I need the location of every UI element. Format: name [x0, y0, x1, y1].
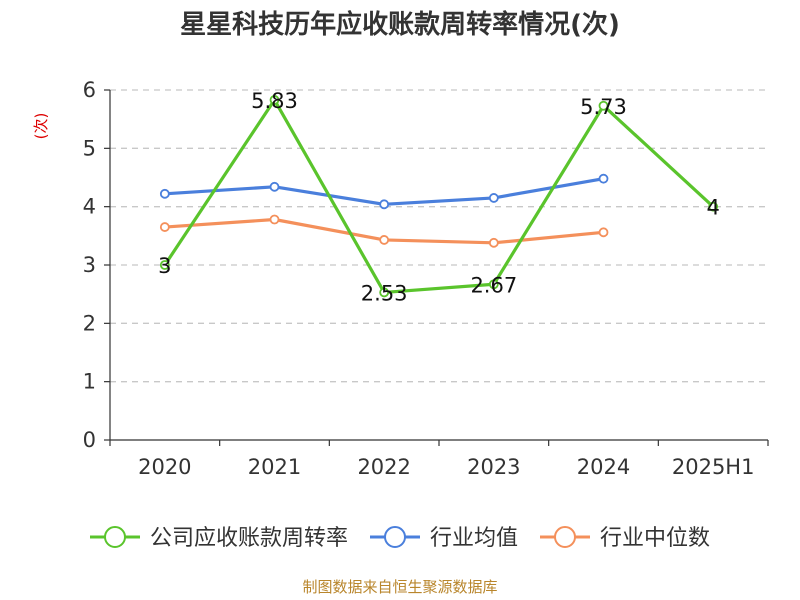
- data-point: [379, 287, 390, 298]
- data-label: 2.67: [470, 273, 517, 297]
- data-label: 5.83: [251, 89, 298, 113]
- data-point: [269, 214, 280, 225]
- series-line: [163, 98, 715, 295]
- data-point: [269, 95, 280, 105]
- axes: 0 1 2 3 4 5 6 2020 2021 2022 2023 2024 2025H1: [83, 78, 769, 479]
- data-point: [269, 181, 280, 192]
- series: [159, 95, 719, 298]
- data-point: [159, 188, 170, 199]
- y-tick-label: 0: [83, 428, 96, 452]
- legend-label: 行业中位数: [600, 526, 710, 551]
- data-point: [159, 222, 170, 232]
- x-tick-label: 2023: [467, 455, 520, 479]
- data-labels: 3 5.83 2.53 2.67 5.73 4: [158, 89, 720, 305]
- legend-marker: [554, 526, 576, 548]
- data-label: 5.73: [580, 95, 627, 119]
- y-tick-label: 2: [83, 311, 96, 335]
- legend-marker: [104, 526, 126, 548]
- data-label: 2.53: [361, 281, 408, 305]
- data-point: [598, 173, 609, 184]
- data-label: 3: [158, 254, 171, 278]
- data-point: [708, 201, 719, 212]
- y-tick-label: 6: [83, 78, 96, 102]
- x-tick-label: 2022: [357, 455, 410, 479]
- y-tick-label: 4: [83, 195, 96, 219]
- legend-item: 行业均值: [370, 526, 518, 551]
- data-point: [159, 260, 170, 270]
- x-tick-label: 2021: [248, 455, 301, 479]
- x-tick-label: 2020: [138, 455, 191, 479]
- legend-item: 公司应收账款周转率: [90, 526, 348, 551]
- chart-title: 星星科技历年应收账款周转率情况(次): [180, 10, 620, 40]
- x-tick-label: 2025H1: [672, 455, 755, 479]
- data-point: [598, 227, 609, 238]
- y-tick-label: 3: [83, 253, 96, 277]
- legend: 公司应收账款周转率 行业均值 行业中位数: [90, 526, 710, 551]
- data-point: [488, 237, 499, 248]
- y-tick-label: 1: [83, 370, 96, 394]
- legend-marker: [384, 526, 406, 548]
- grid-lines: [110, 89, 768, 383]
- y-axis-label: (次): [32, 113, 50, 140]
- x-tick-label: 2024: [577, 455, 630, 479]
- data-point: [598, 100, 609, 111]
- legend-label: 行业均值: [430, 526, 518, 551]
- data-point: [379, 235, 390, 245]
- legend-item: 行业中位数: [540, 526, 710, 551]
- data-point: [488, 279, 499, 290]
- data-point: [488, 193, 499, 203]
- data-point: [379, 199, 390, 210]
- footer-source: 制图数据来自恒生聚源数据库: [302, 578, 498, 596]
- y-tick-label: 5: [83, 136, 96, 160]
- data-label: 4: [706, 196, 719, 220]
- legend-label: 公司应收账款周转率: [150, 526, 348, 551]
